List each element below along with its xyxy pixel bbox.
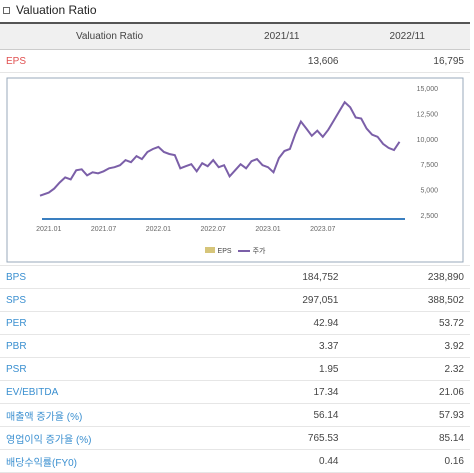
cell-value: 56.14 <box>218 403 345 427</box>
row-label-sales-growth[interactable]: 매출액 증가율 (%) <box>0 403 219 427</box>
y-tick-label: 5,000 <box>420 188 438 195</box>
y-tick-label: 2,500 <box>420 213 438 220</box>
table-header-row: Valuation Ratio 2021/11 2022/11 <box>0 22 470 50</box>
cell-value: 0.16 <box>344 449 470 473</box>
cell-value: 3.37 <box>218 334 345 358</box>
eps-price-chart: 15,000 12,500 10,000 7,500 5,000 2,500 2021.0… <box>0 74 470 264</box>
cell-value: 238,890 <box>344 265 470 289</box>
cell-value: 184,752 <box>218 265 345 289</box>
legend-swatch-price <box>237 250 250 253</box>
chart-svg: 15,000 12,500 10,000 7,500 5,000 2,500 2021.0… <box>6 77 464 263</box>
cell-value: 21.06 <box>344 380 470 404</box>
cell-value: 42.94 <box>218 311 345 335</box>
cell-value: 57.93 <box>344 403 470 427</box>
legend-item-price: 주가 <box>237 246 265 256</box>
cell-value: 3.92 <box>344 334 470 358</box>
x-tick-label: 2022.01 <box>146 226 171 233</box>
row-label-bps[interactable]: BPS <box>0 265 219 289</box>
cell-value: 13,606 <box>218 49 345 73</box>
y-tick-label: 12,500 <box>417 111 439 118</box>
cell-value: 1.95 <box>218 357 345 381</box>
chart-frame <box>6 77 464 263</box>
table-row[interactable]: BPS 184,752 238,890 <box>0 265 470 289</box>
table-row[interactable]: SPS 297,051 388,502 <box>0 288 470 312</box>
header-year-2: 2022/11 <box>344 22 470 50</box>
cell-value: 765.53 <box>218 426 345 450</box>
cell-value: 2.32 <box>344 357 470 381</box>
table-row[interactable]: EV/EBITDA 17.34 21.06 <box>0 380 470 404</box>
table-row[interactable]: EPS 13,606 16,795 <box>0 49 470 73</box>
valuation-ratio-table: Valuation Ratio 2021/11 2022/11 EPS 13,6… <box>0 22 470 473</box>
x-tick-label: 2022.07 <box>201 226 226 233</box>
table-row[interactable]: 배당수익률(FY0) 0.44 0.16 <box>0 449 470 473</box>
row-label-sps[interactable]: SPS <box>0 288 219 312</box>
y-axis: 15,000 12,500 10,000 7,500 5,000 2,500 <box>417 86 439 220</box>
table-row[interactable]: 매출액 증가율 (%) 56.14 57.93 <box>0 403 470 427</box>
cell-value: 0.44 <box>218 449 345 473</box>
x-tick-label: 2021.01 <box>36 226 61 233</box>
cell-value: 85.14 <box>344 426 470 450</box>
chart-row: 15,000 12,500 10,000 7,500 5,000 2,500 2021.0… <box>0 72 470 266</box>
x-tick-label: 2021.07 <box>91 226 116 233</box>
row-label-op-income-growth[interactable]: 영업이익 증가율 (%) <box>0 426 219 450</box>
cell-value: 17.34 <box>218 380 345 404</box>
table-row[interactable]: PBR 3.37 3.92 <box>0 334 470 358</box>
row-label-per[interactable]: PER <box>0 311 219 335</box>
row-label-dividend-yield[interactable]: 배당수익률(FY0) <box>0 449 219 473</box>
table-row[interactable]: PSR 1.95 2.32 <box>0 357 470 381</box>
x-tick-label: 2023.07 <box>310 226 335 233</box>
y-tick-label: 7,500 <box>420 162 438 169</box>
legend-swatch-eps <box>204 247 215 253</box>
row-label-ev-ebitda[interactable]: EV/EBITDA <box>0 380 219 404</box>
chart-legend: EPS 주가 <box>0 246 470 256</box>
section-header: Valuation Ratio <box>0 0 474 20</box>
x-axis: 2021.01 2021.07 2022.01 2022.07 2023.01 2023.… <box>36 226 335 233</box>
header-label: Valuation Ratio <box>0 22 219 50</box>
table-row[interactable]: 영업이익 증가율 (%) 765.53 85.14 <box>0 426 470 450</box>
header-year-1: 2021/11 <box>218 22 345 50</box>
cell-value: 388,502 <box>344 288 470 312</box>
x-tick-label: 2023.01 <box>255 226 280 233</box>
row-label-eps[interactable]: EPS <box>0 49 219 73</box>
row-label-pbr[interactable]: PBR <box>0 334 219 358</box>
legend-item-eps: EPS <box>204 247 232 255</box>
table-row[interactable]: PER 42.94 53.72 <box>0 311 470 335</box>
y-tick-label: 10,000 <box>417 137 439 144</box>
cell-value: 297,051 <box>218 288 345 312</box>
cell-value: 53.72 <box>344 311 470 335</box>
section-title: Valuation Ratio <box>16 3 97 17</box>
y-tick-label: 15,000 <box>417 86 439 93</box>
row-label-psr[interactable]: PSR <box>0 357 219 381</box>
square-bullet-icon <box>3 6 10 14</box>
cell-value: 16,795 <box>344 49 470 73</box>
series-line-price <box>39 100 401 197</box>
